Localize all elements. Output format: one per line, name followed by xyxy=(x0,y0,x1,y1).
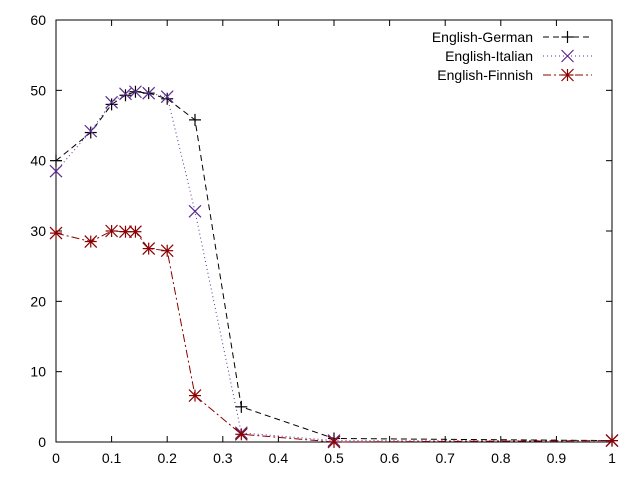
legend-label: English-Italian xyxy=(445,48,533,64)
data-point xyxy=(84,126,97,139)
data-point xyxy=(142,86,156,100)
axis-ticks: 0 0.1 0.2 0.3 0.4 0.5 0.6 0.7 0.8 0.9 101020304050… xyxy=(30,12,616,466)
y-tick-label: 10 xyxy=(30,364,46,380)
series-layer xyxy=(49,85,619,449)
series-line-1 xyxy=(55,91,612,442)
x-tick-label: 0.7 xyxy=(435,450,455,466)
data-point xyxy=(161,92,174,105)
legend-label: English-German xyxy=(432,29,533,45)
data-point xyxy=(235,400,248,413)
x-tick-label: 1 xyxy=(608,450,616,466)
y-tick-label: 50 xyxy=(30,82,46,98)
y-tick-label: 40 xyxy=(30,153,46,169)
legend-marker xyxy=(561,49,574,63)
legend: English-German English-Italian English-Fin… xyxy=(432,29,592,83)
data-point xyxy=(50,154,62,167)
x-tick-label: 0 xyxy=(52,450,60,466)
y-tick-label: 20 xyxy=(30,293,46,309)
y-tick-label: 30 xyxy=(30,223,46,239)
x-tick-label: 0.8 xyxy=(491,450,511,466)
data-point xyxy=(189,113,201,126)
data-point xyxy=(49,226,63,240)
series-line-2 xyxy=(55,230,613,443)
x-tick-label: 0.2 xyxy=(157,450,177,466)
legend-marker xyxy=(561,31,574,43)
data-point xyxy=(160,244,174,258)
data-point xyxy=(129,85,142,99)
data-point xyxy=(188,389,202,403)
x-tick-label: 0.1 xyxy=(102,450,122,466)
data-point xyxy=(142,242,156,256)
y-tick-label: 60 xyxy=(30,12,46,28)
data-point xyxy=(327,435,341,449)
plot-frame xyxy=(55,19,613,443)
legend-marker xyxy=(561,68,574,82)
x-tick-label: 0.3 xyxy=(213,450,233,466)
data-point xyxy=(84,235,98,248)
x-tick-label: 0.9 xyxy=(547,450,567,466)
data-point xyxy=(105,95,119,109)
series-line-0 xyxy=(55,91,613,442)
data-point xyxy=(84,124,98,138)
x-tick-label: 0.5 xyxy=(324,450,344,466)
data-point xyxy=(49,164,63,178)
data-point xyxy=(119,89,132,102)
data-point xyxy=(605,434,619,448)
data-point xyxy=(105,224,119,238)
data-point xyxy=(105,98,118,111)
x-tick-label: 0.6 xyxy=(380,450,400,466)
x-tick-label: 0.4 xyxy=(269,450,289,466)
data-point xyxy=(160,90,174,104)
data-point xyxy=(129,225,142,239)
data-point xyxy=(119,87,132,101)
legend-label: English-Finnish xyxy=(437,67,533,83)
data-point xyxy=(188,204,202,218)
y-tick-label: 0 xyxy=(38,434,46,450)
data-point xyxy=(234,427,248,441)
